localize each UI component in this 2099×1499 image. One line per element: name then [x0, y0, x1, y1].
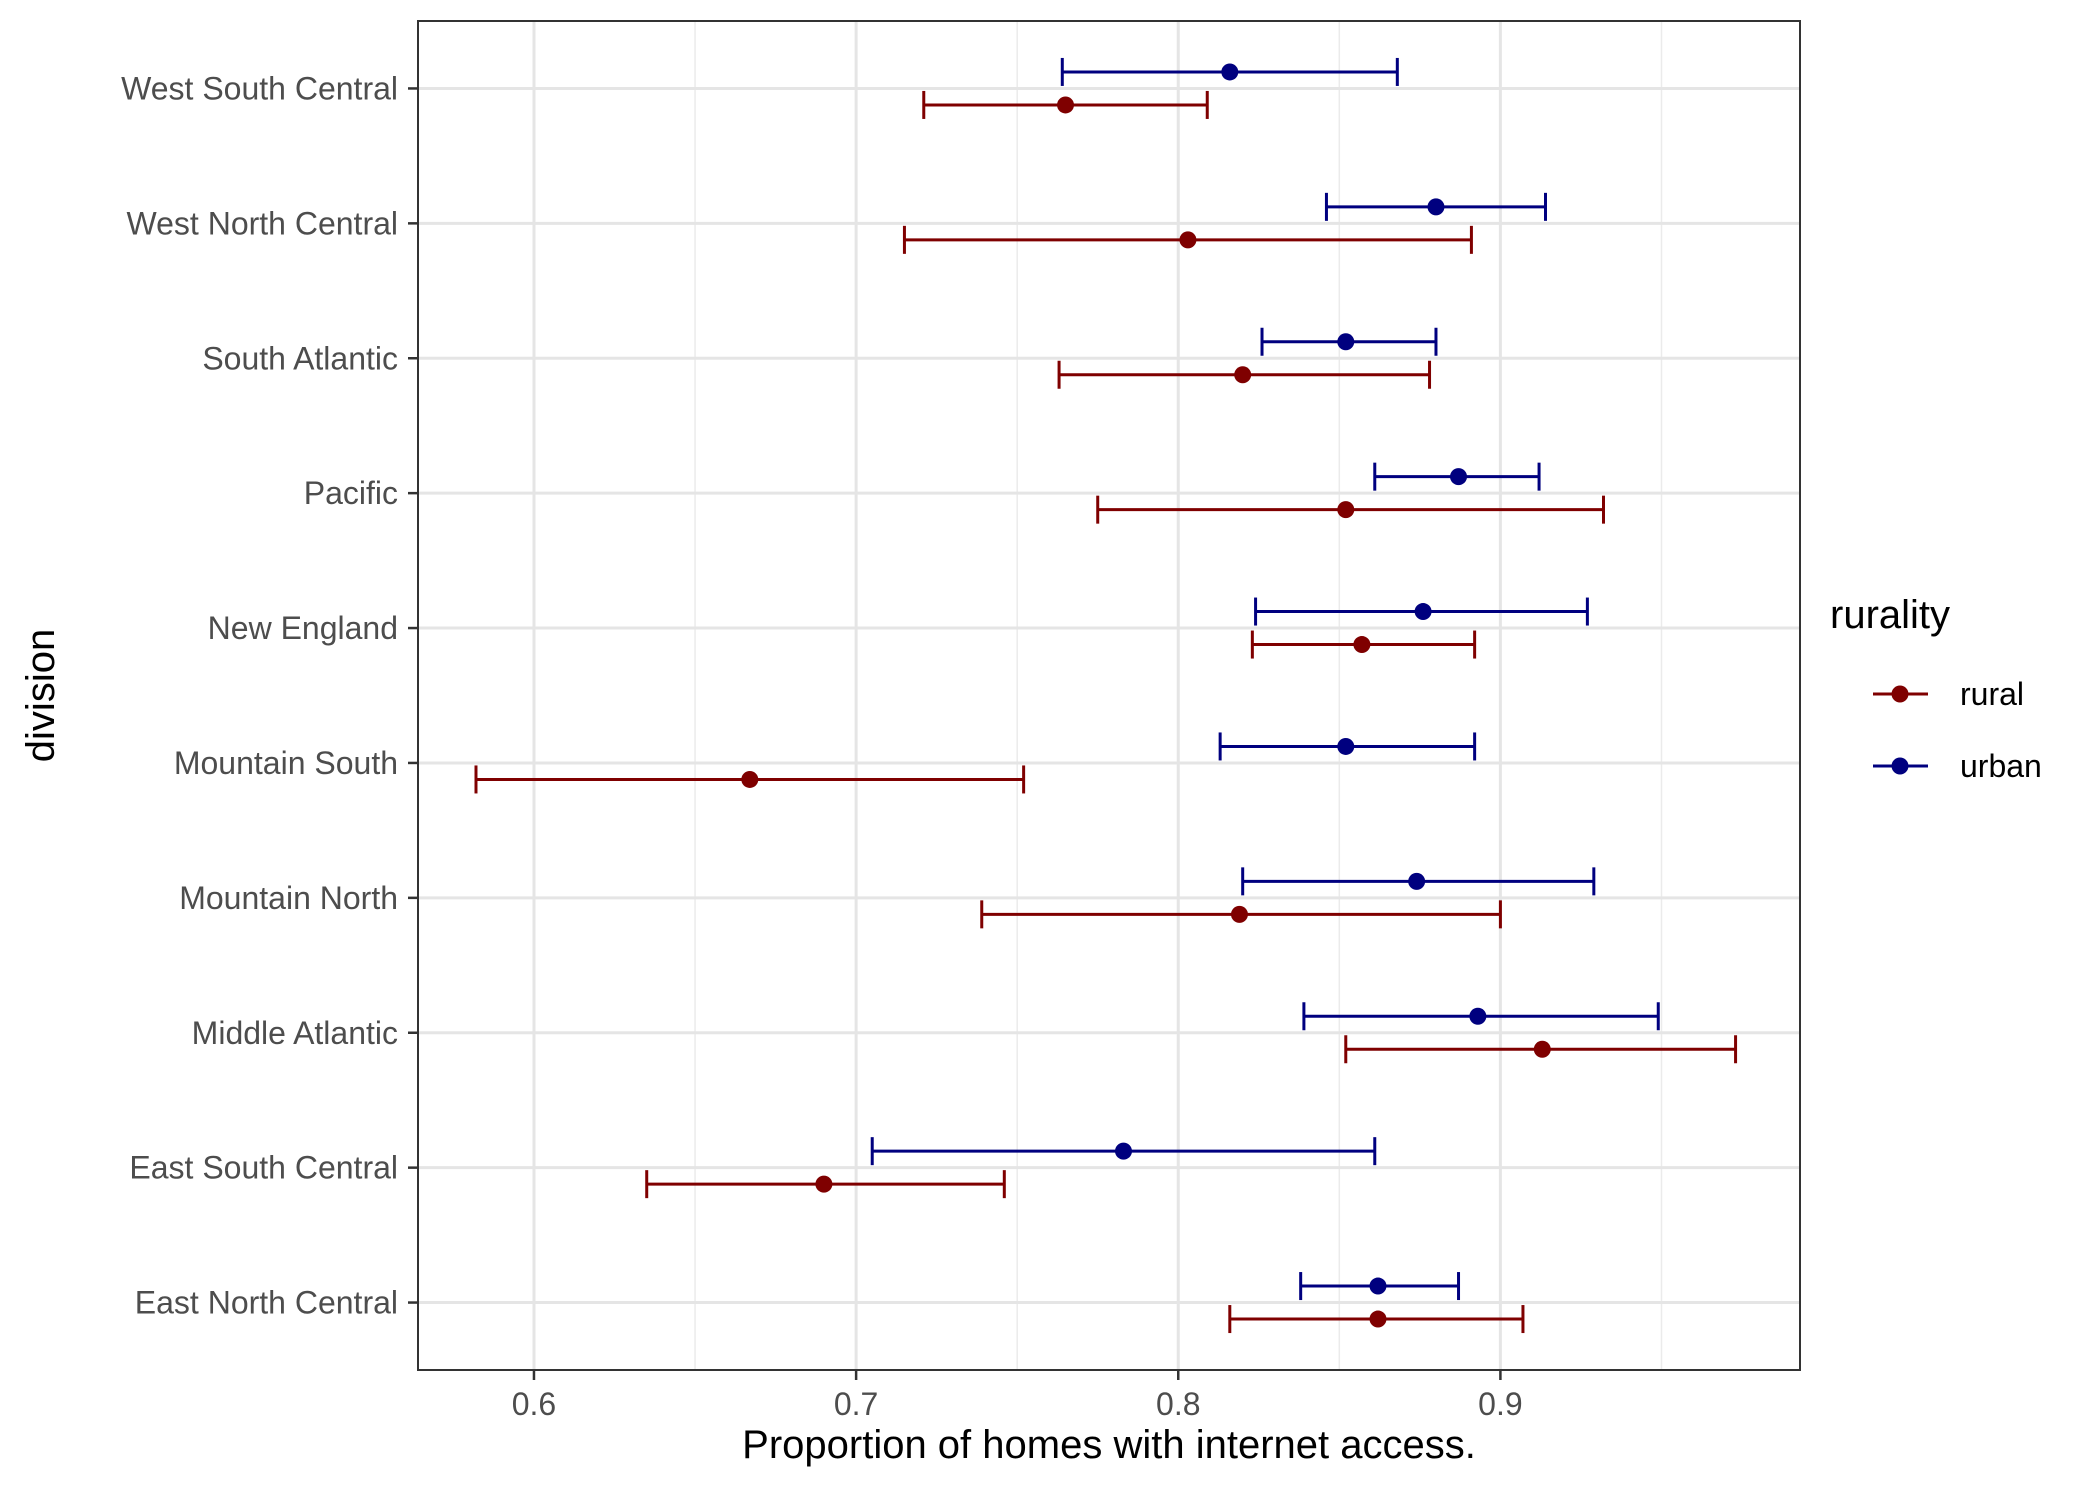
plot-panel [418, 21, 1800, 1370]
y-tick-label: South Atlantic [202, 340, 398, 376]
point-rural [741, 770, 759, 788]
y-tick-label: New England [208, 610, 398, 646]
x-tick-label: 0.7 [834, 1386, 878, 1422]
point-urban [1221, 63, 1239, 81]
point-urban [1337, 737, 1355, 755]
legend-key-point-urban [1891, 757, 1909, 775]
point-urban [1450, 468, 1468, 486]
point-urban [1369, 1277, 1387, 1295]
legend-label-urban: urban [1960, 748, 2042, 784]
y-axis-title: division [19, 629, 63, 762]
y-tick-label: East South Central [129, 1150, 398, 1186]
point-rural [1337, 501, 1355, 519]
y-tick-label: Mountain South [174, 745, 398, 781]
point-rural [1179, 231, 1197, 249]
y-tick-label: Mountain North [179, 880, 398, 916]
y-tick-label: East North Central [135, 1285, 398, 1321]
legend-key-point-rural [1891, 685, 1909, 703]
y-tick-label: West South Central [121, 70, 398, 106]
point-rural [1353, 636, 1371, 654]
error-bars [474, 57, 1738, 1334]
x-tick-label: 0.8 [1156, 1386, 1200, 1422]
y-tick-label: Middle Atlantic [192, 1015, 398, 1051]
point-urban [1469, 1007, 1487, 1025]
point-rural [1230, 905, 1248, 923]
axes: 0.6 0.7 0.8 0.9 East North Central East South… [121, 70, 1523, 1422]
point-rural [1533, 1040, 1551, 1058]
point-urban [1408, 872, 1426, 890]
point-rural [1369, 1310, 1387, 1328]
point-rural [815, 1175, 833, 1193]
point-rural [1234, 366, 1252, 384]
legend: rurality rural urban [1830, 593, 2042, 784]
plot-panel-border [417, 20, 1801, 1371]
point-urban [1114, 1142, 1132, 1160]
legend-title: rurality [1830, 593, 1950, 637]
x-tick-label: 0.6 [512, 1386, 556, 1422]
x-tick-label: 0.9 [1478, 1386, 1522, 1422]
y-tick-label: West North Central [127, 205, 399, 241]
y-tick-label: Pacific [304, 475, 398, 511]
point-urban [1414, 603, 1432, 621]
grid [418, 21, 1800, 1370]
point-urban [1427, 198, 1445, 216]
point-urban [1337, 333, 1355, 351]
x-axis-title: Proportion of homes with internet access… [742, 1423, 1476, 1467]
point-rural [1057, 96, 1075, 114]
legend-label-rural: rural [1960, 676, 2024, 712]
